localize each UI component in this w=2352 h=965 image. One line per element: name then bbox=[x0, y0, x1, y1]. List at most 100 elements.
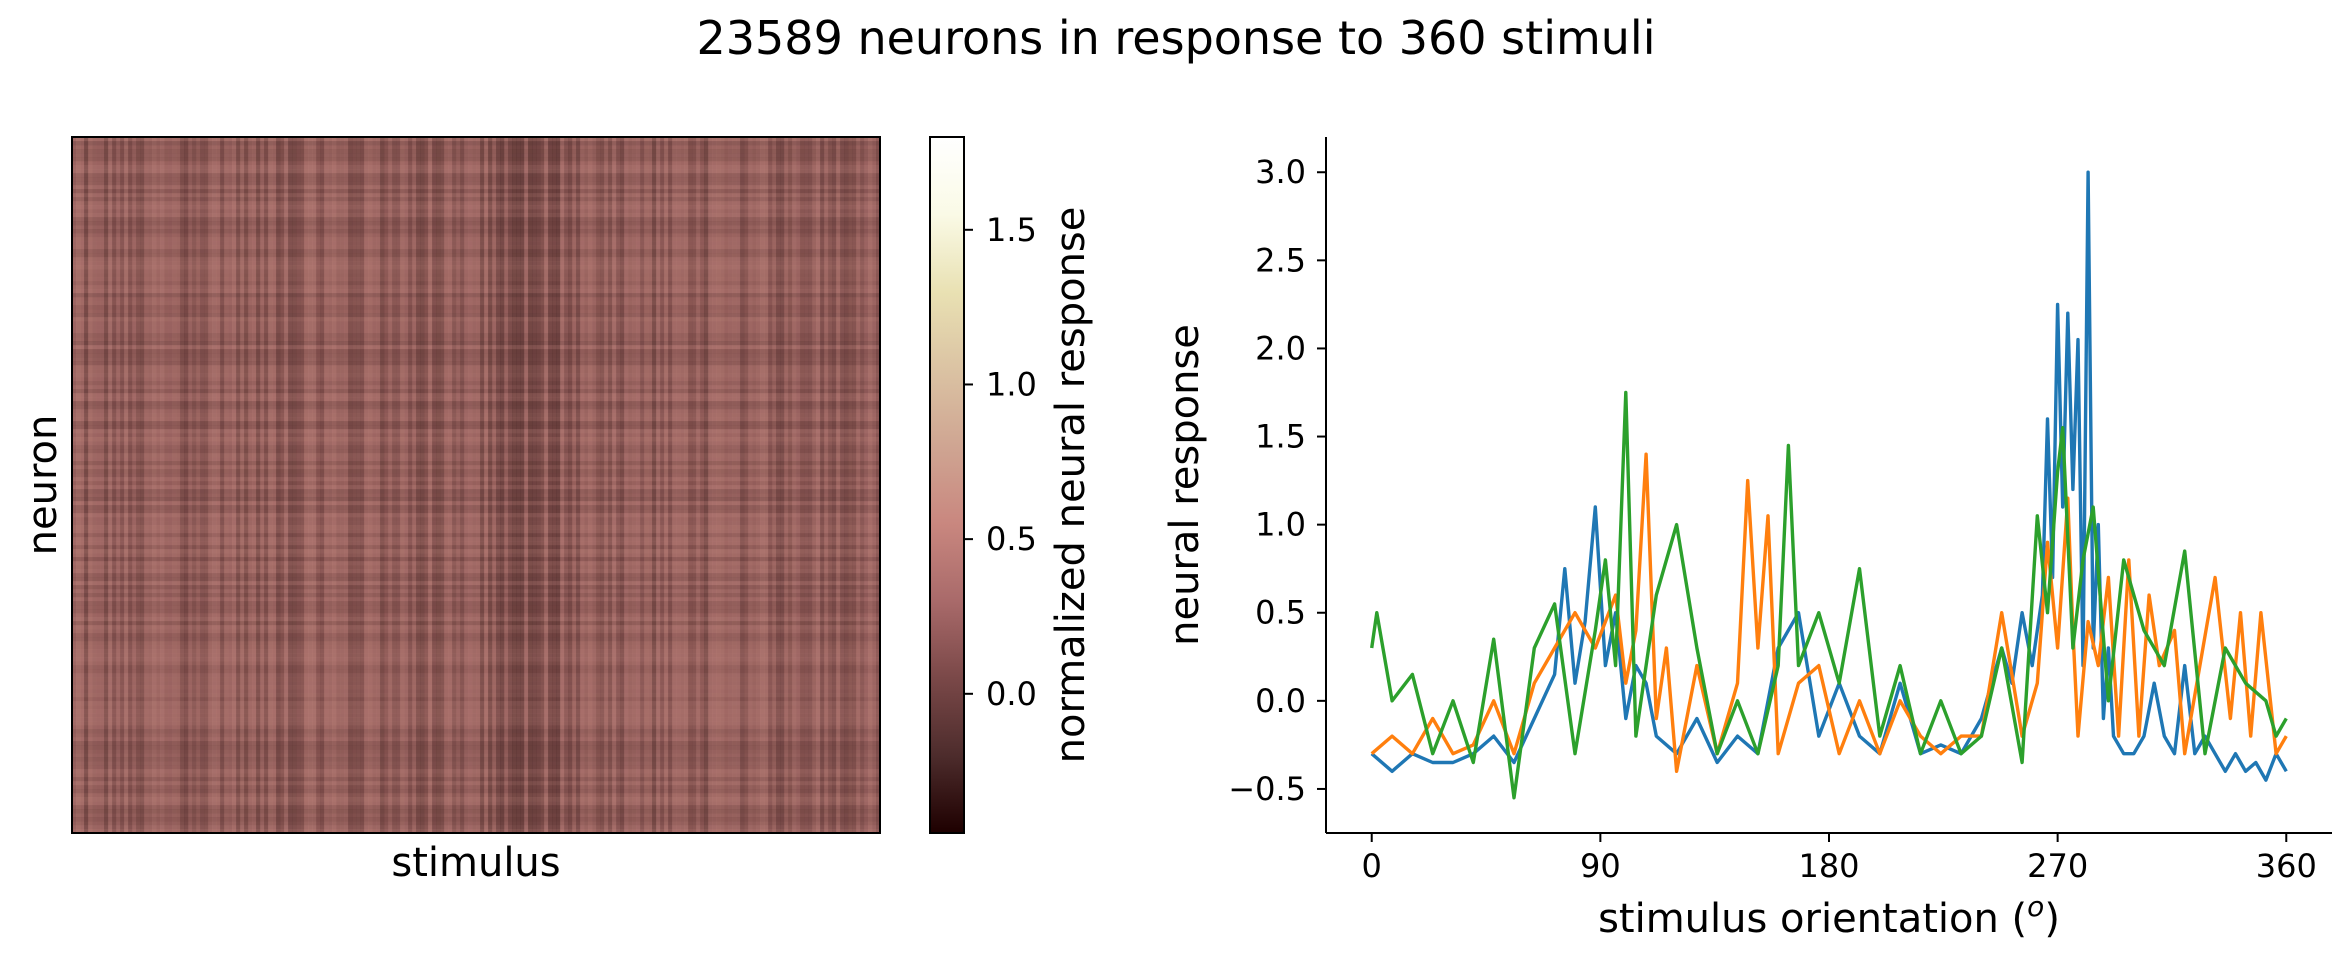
heatmap-row bbox=[72, 277, 880, 282]
heatmap-column bbox=[656, 137, 661, 833]
heatmap-column bbox=[484, 137, 489, 833]
heatmap-column bbox=[852, 137, 857, 833]
heatmap-column bbox=[156, 137, 161, 833]
heatmap-row bbox=[72, 809, 880, 814]
heatmap-row bbox=[72, 677, 880, 682]
y-tick-label: 1.0 bbox=[1255, 506, 1306, 544]
heatmap-column bbox=[588, 137, 593, 833]
heatmap-row bbox=[72, 673, 880, 678]
heatmap-row bbox=[72, 769, 880, 774]
heatmap-row bbox=[72, 681, 880, 686]
heatmap-row bbox=[72, 197, 880, 202]
heatmap-row bbox=[72, 525, 880, 530]
x-tick-label: 180 bbox=[1798, 847, 1859, 885]
heatmap-column bbox=[536, 137, 541, 833]
heatmap-column bbox=[436, 137, 441, 833]
heatmap-row bbox=[72, 409, 880, 414]
heatmap-row bbox=[72, 181, 880, 186]
heatmap-column bbox=[744, 137, 749, 833]
x-tick-label: 360 bbox=[2256, 847, 2317, 885]
heatmap-column bbox=[648, 137, 653, 833]
heatmap-column bbox=[420, 137, 425, 833]
y-tick-label: 3.0 bbox=[1255, 153, 1306, 191]
heatmap-column bbox=[240, 137, 245, 833]
heatmap-row bbox=[72, 737, 880, 742]
heatmap-column bbox=[252, 137, 257, 833]
heatmap-row bbox=[72, 741, 880, 746]
heatmap-column bbox=[664, 137, 669, 833]
heatmap-row bbox=[72, 573, 880, 578]
heatmap-column bbox=[224, 137, 229, 833]
heatmap-column bbox=[364, 137, 369, 833]
heatmap-row bbox=[72, 613, 880, 617]
heatmap-column bbox=[460, 137, 465, 833]
heatmap-row bbox=[72, 293, 880, 298]
heatmap-row bbox=[72, 605, 880, 610]
colorbar-tick-label: 0.5 bbox=[986, 520, 1037, 558]
heatmap-row bbox=[72, 645, 880, 650]
heatmap-column bbox=[668, 137, 673, 833]
heatmap-row bbox=[72, 257, 880, 262]
heatmap-column bbox=[592, 137, 597, 833]
heatmap-column bbox=[504, 137, 509, 833]
heatmap-column bbox=[388, 137, 393, 833]
heatmap-column bbox=[600, 137, 605, 833]
heatmap-row bbox=[72, 193, 880, 198]
heatmap-column bbox=[312, 137, 317, 833]
heatmap-column bbox=[864, 137, 869, 833]
heatmap-column bbox=[500, 137, 505, 833]
heatmap-row bbox=[72, 433, 880, 437]
heatmap-column bbox=[296, 137, 301, 833]
heatmap-row bbox=[72, 201, 880, 206]
heatmap-column bbox=[324, 137, 329, 833]
heatmap-column bbox=[164, 137, 169, 833]
heatmap-column bbox=[708, 137, 713, 833]
heatmap-frame bbox=[71, 136, 881, 834]
heatmap-row bbox=[72, 757, 880, 762]
heatmap-row bbox=[72, 441, 880, 446]
line-series-3 bbox=[1370, 390, 2288, 800]
heatmap-column bbox=[376, 137, 381, 833]
heatmap-column bbox=[456, 137, 461, 833]
y-tick-label: −0.5 bbox=[1228, 770, 1306, 808]
heatmap-row bbox=[72, 469, 880, 474]
heatmap-row bbox=[72, 641, 880, 646]
heatmap-row bbox=[72, 721, 880, 726]
y-tick-label: 0.5 bbox=[1255, 594, 1306, 632]
heatmap-column bbox=[352, 137, 357, 833]
heatmap-row bbox=[72, 205, 880, 210]
heatmap-row bbox=[72, 225, 880, 229]
heatmap-row bbox=[72, 649, 880, 654]
heatmap-column bbox=[300, 137, 305, 833]
heatmap-column bbox=[360, 137, 365, 833]
heatmap-column bbox=[256, 137, 261, 833]
heatmap-row bbox=[72, 185, 880, 190]
heatmap-column bbox=[492, 137, 497, 833]
heatmap-row bbox=[72, 313, 880, 318]
heatmap-column bbox=[824, 137, 829, 833]
heatmap-column bbox=[748, 137, 753, 833]
heatmap-column bbox=[284, 137, 289, 833]
heatmap-row bbox=[72, 569, 880, 574]
heatmap-column bbox=[868, 137, 873, 833]
heatmap-row bbox=[72, 417, 880, 422]
heatmap-row bbox=[72, 545, 880, 550]
heatmap-row bbox=[72, 717, 880, 722]
line-series-1 bbox=[1370, 170, 2288, 782]
heatmap-column bbox=[736, 137, 741, 833]
heatmap-ylabel: neuron bbox=[20, 415, 66, 556]
heatmap-row bbox=[72, 549, 880, 554]
heatmap-row bbox=[72, 457, 880, 462]
heatmap-column bbox=[876, 137, 881, 833]
heatmap-row bbox=[72, 629, 880, 634]
heatmap-row bbox=[72, 729, 880, 734]
heatmap-column bbox=[596, 137, 601, 833]
heatmap-column bbox=[404, 137, 409, 833]
heatmap-column bbox=[776, 137, 781, 833]
heatmap-column bbox=[740, 137, 745, 833]
heatmap-column bbox=[604, 137, 609, 833]
heatmap-column bbox=[872, 137, 877, 833]
heatmap-row bbox=[72, 581, 880, 586]
heatmap-row bbox=[72, 697, 880, 701]
heatmap-column bbox=[560, 137, 565, 833]
